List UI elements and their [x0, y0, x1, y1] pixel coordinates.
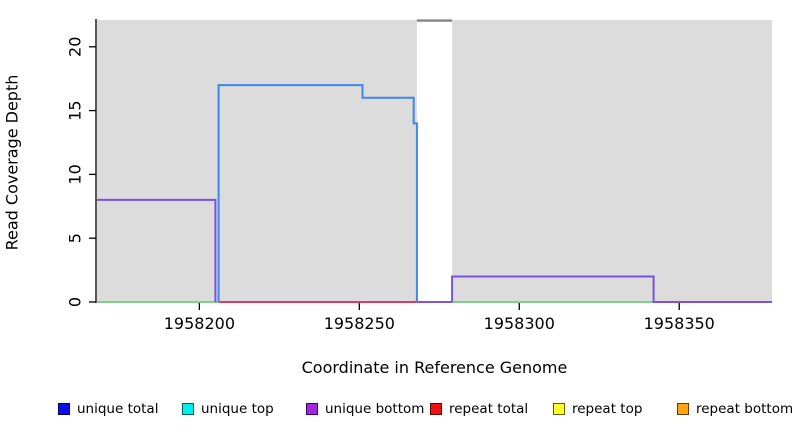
y-tick-label: 15 [66, 100, 85, 120]
legend-item-unique-total: unique total [58, 400, 158, 418]
legend-swatch-icon [182, 403, 194, 415]
legend-item-repeat-bottom: repeat bottom [677, 400, 792, 418]
series-unique-bottom-right [451, 275, 772, 303]
legend-label: repeat total [449, 401, 529, 417]
legend-swatch-icon [430, 403, 442, 415]
x-tick-label: 1958250 [324, 314, 395, 333]
x-axis-title: Coordinate in Reference Genome [301, 358, 568, 377]
legend-item-repeat-top: repeat top [553, 400, 642, 418]
legend-item-unique-top: unique top [182, 400, 274, 418]
x-tick-label: 1958350 [644, 314, 715, 333]
legend-swatch-icon [58, 403, 70, 415]
y-tick-label: 10 [66, 164, 85, 184]
y-axis-title: Read Coverage Depth [2, 74, 22, 251]
y-tick-label: 20 [66, 37, 85, 57]
legend: unique total unique top unique bottom repea… [0, 400, 792, 420]
y-tick-label: 5 [66, 233, 85, 243]
uncovered-region-band [416, 20, 453, 303]
x-tick-label: 1958200 [164, 314, 235, 333]
legend-label: repeat bottom [696, 401, 792, 417]
legend-label: unique top [201, 401, 274, 417]
legend-label: repeat top [572, 401, 643, 417]
series-unique-total [217, 84, 418, 302]
legend-label: unique bottom [325, 401, 425, 417]
legend-label: unique total [77, 401, 159, 417]
legend-swatch-icon [553, 403, 565, 415]
legend-swatch-icon [306, 403, 318, 415]
series-unique-bottom-left [97, 198, 217, 302]
x-tick-label: 1958300 [484, 314, 555, 333]
legend-item-repeat-total: repeat total [430, 400, 528, 418]
y-tick-label: 0 [66, 297, 85, 307]
legend-item-unique-bottom: unique bottom [306, 400, 424, 418]
legend-swatch-icon [677, 403, 689, 415]
